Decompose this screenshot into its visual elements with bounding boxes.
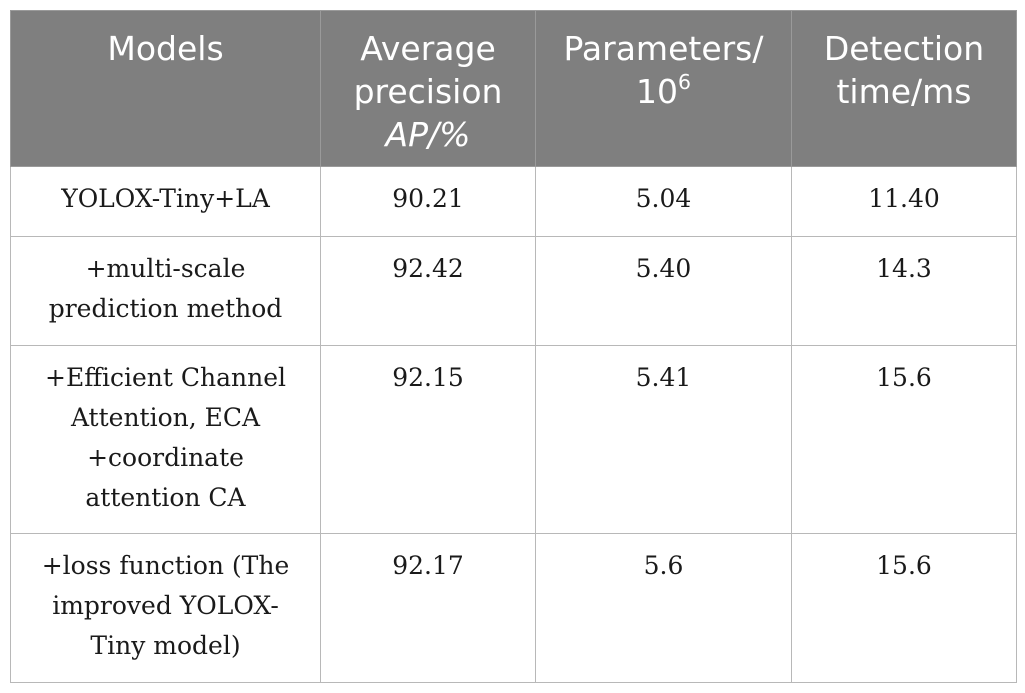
model-name-line: attention CA bbox=[85, 483, 246, 512]
header-ap-line2: precision bbox=[353, 72, 503, 111]
ap-cell: 92.42 bbox=[320, 236, 536, 346]
header-time-line1: Detection bbox=[823, 29, 985, 68]
table-row: +loss function (The improved YOLOX- Tiny… bbox=[10, 533, 1017, 683]
model-name-line: YOLOX-Tiny+LA bbox=[61, 184, 270, 213]
header-row: Models Average precision AP/% Parameters… bbox=[10, 10, 1017, 167]
model-name-line: prediction method bbox=[48, 294, 283, 323]
header-models: Models bbox=[10, 10, 321, 167]
model-name-line: Tiny model) bbox=[90, 631, 241, 660]
model-name-line: +coordinate bbox=[87, 443, 244, 472]
time-cell: 14.3 bbox=[791, 236, 1017, 346]
header-parameters: Parameters/ 106 bbox=[535, 10, 792, 167]
header-ap-unit: /% bbox=[428, 115, 471, 154]
header-average-precision: Average precision AP/% bbox=[320, 10, 536, 167]
time-cell: 15.6 bbox=[791, 533, 1017, 683]
model-name-line: improved YOLOX- bbox=[52, 591, 279, 620]
model-name-cell: +loss function (The improved YOLOX- Tiny… bbox=[10, 533, 321, 683]
header-params-exponent: 6 bbox=[677, 69, 691, 94]
model-name-cell: YOLOX-Tiny+LA bbox=[10, 166, 321, 237]
params-cell: 5.04 bbox=[535, 166, 792, 237]
header-ap-symbol: AP bbox=[385, 115, 428, 154]
table-row: +multi-scale prediction method 92.42 5.4… bbox=[10, 236, 1017, 346]
params-cell: 5.6 bbox=[535, 533, 792, 683]
params-cell: 5.40 bbox=[535, 236, 792, 346]
header-models-label: Models bbox=[107, 29, 224, 68]
time-cell: 11.40 bbox=[791, 166, 1017, 237]
table-row: YOLOX-Tiny+LA 90.21 5.04 11.40 bbox=[10, 166, 1017, 237]
header-ap-line1: Average bbox=[360, 29, 496, 68]
params-cell: 5.41 bbox=[535, 345, 792, 534]
model-name-line: Attention, ECA bbox=[70, 403, 261, 432]
model-name-cell: +Efficient Channel Attention, ECA +coord… bbox=[10, 345, 321, 534]
header-detection-time: Detection time/ms bbox=[791, 10, 1017, 167]
header-params-base: 10 bbox=[635, 72, 678, 111]
ap-cell: 90.21 bbox=[320, 166, 536, 237]
ap-cell: 92.17 bbox=[320, 533, 536, 683]
time-cell: 15.6 bbox=[791, 345, 1017, 534]
results-table: Models Average precision AP/% Parameters… bbox=[10, 10, 1017, 683]
model-name-line: +Efficient Channel bbox=[45, 363, 286, 392]
model-name-line: +loss function (The bbox=[41, 551, 290, 580]
header-time-line2: time/ms bbox=[836, 72, 972, 111]
ap-cell: 92.15 bbox=[320, 345, 536, 534]
model-name-line: +multi-scale bbox=[85, 254, 246, 283]
header-params-line1: Parameters/ bbox=[563, 29, 764, 68]
model-name-cell: +multi-scale prediction method bbox=[10, 236, 321, 346]
table-row: +Efficient Channel Attention, ECA +coord… bbox=[10, 345, 1017, 534]
